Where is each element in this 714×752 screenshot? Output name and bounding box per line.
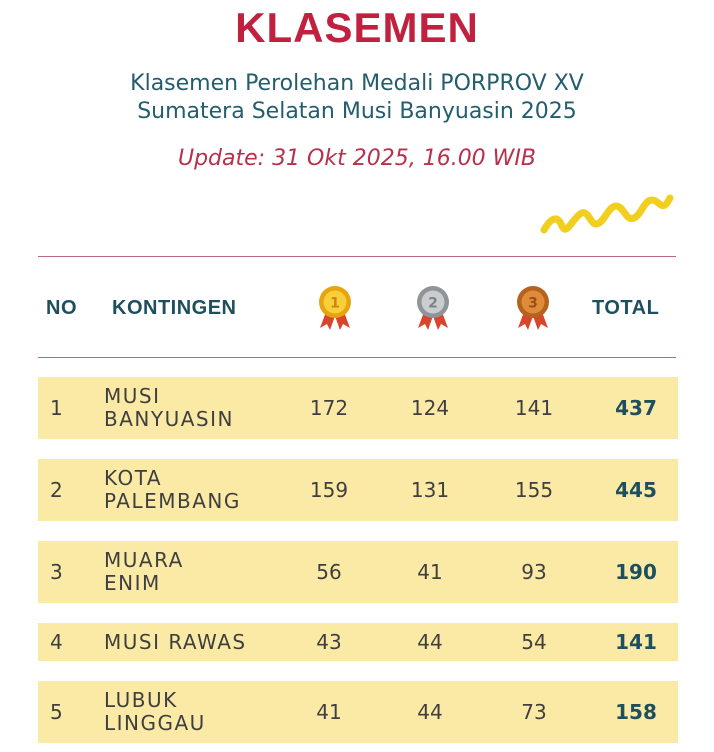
row-kontingen: MUSI BANYUASIN <box>104 377 234 439</box>
row-total: 141 <box>615 630 657 654</box>
table-row: 4 MUSI RAWAS 43 44 54 141 <box>38 623 678 661</box>
svg-text:3: 3 <box>528 296 538 312</box>
update-timestamp: Update: 31 Okt 2025, 16.00 WIB <box>177 146 537 171</box>
row-bronze-count: 73 <box>521 700 547 724</box>
row-kontingen: KOTA PALEMBANG <box>104 459 241 521</box>
table-row: 5 LUBUK LINGGAU 41 44 73 158 <box>38 681 678 743</box>
column-header-total: TOTAL <box>592 297 660 319</box>
kontingen-line-2: LINGGAU <box>104 711 206 735</box>
gold-medal-icon: 1 <box>319 286 351 330</box>
row-no: 2 <box>50 478 63 502</box>
row-total: 437 <box>615 396 657 420</box>
kontingen-line-1: KOTA <box>104 466 163 490</box>
row-gold-count: 56 <box>316 560 342 584</box>
table-row: 1 MUSI BANYUASIN 172 124 141 437 <box>38 377 678 439</box>
row-kontingen: MUSI RAWAS <box>104 623 247 661</box>
row-total: 445 <box>615 478 657 502</box>
column-header-kontingen: KONTINGEN <box>112 297 237 319</box>
table-header-divider <box>38 357 676 358</box>
row-total: 158 <box>615 700 657 724</box>
subtitle-line-1: Klasemen Perolehan Medali PORPROV XV <box>130 71 584 96</box>
bronze-medal-icon: 3 <box>517 286 549 330</box>
row-no: 1 <box>50 396 63 420</box>
svg-text:2: 2 <box>428 296 438 312</box>
row-gold-count: 159 <box>309 478 349 502</box>
page-title: KLASEMEN <box>235 4 479 51</box>
row-silver-count: 41 <box>417 560 443 584</box>
kontingen-line-1: LUBUK <box>104 688 178 712</box>
row-silver-count: 44 <box>417 700 443 724</box>
row-no: 3 <box>50 560 63 584</box>
row-kontingen: LUBUK LINGGAU <box>104 681 206 743</box>
row-total: 190 <box>615 560 657 584</box>
table-row: 2 KOTA PALEMBANG 159 131 155 445 <box>38 459 678 521</box>
kontingen-line-2: BANYUASIN <box>104 407 234 431</box>
row-bronze-count: 93 <box>521 560 547 584</box>
row-kontingen: MUARA ENIM <box>104 541 184 603</box>
row-gold-count: 41 <box>316 700 342 724</box>
page-subtitle: Klasemen Perolehan Medali PORPROV XV Sum… <box>0 70 714 126</box>
table-top-divider <box>38 256 676 257</box>
kontingen-line-1: MUSI <box>104 384 161 408</box>
row-silver-count: 131 <box>410 478 450 502</box>
kontingen-line-1: MUSI RAWAS <box>104 629 247 654</box>
kontingen-line-1: MUARA <box>104 548 184 572</box>
row-gold-count: 43 <box>316 630 342 654</box>
row-gold-count: 172 <box>309 396 349 420</box>
subtitle-line-2: Sumatera Selatan Musi Banyuasin 2025 <box>137 99 577 124</box>
row-silver-count: 124 <box>410 396 450 420</box>
row-silver-count: 44 <box>417 630 443 654</box>
table-row: 3 MUARA ENIM 56 41 93 190 <box>38 541 678 603</box>
row-bronze-count: 54 <box>521 630 547 654</box>
squiggle-decoration-icon <box>540 194 674 234</box>
row-bronze-count: 155 <box>514 478 554 502</box>
row-no: 4 <box>50 630 63 654</box>
row-bronze-count: 141 <box>514 396 554 420</box>
kontingen-line-2: ENIM <box>104 571 161 595</box>
silver-medal-icon: 2 <box>417 286 449 330</box>
svg-text:1: 1 <box>330 296 340 312</box>
column-header-no: NO <box>46 297 77 319</box>
row-no: 5 <box>50 700 63 724</box>
kontingen-line-2: PALEMBANG <box>104 489 241 513</box>
